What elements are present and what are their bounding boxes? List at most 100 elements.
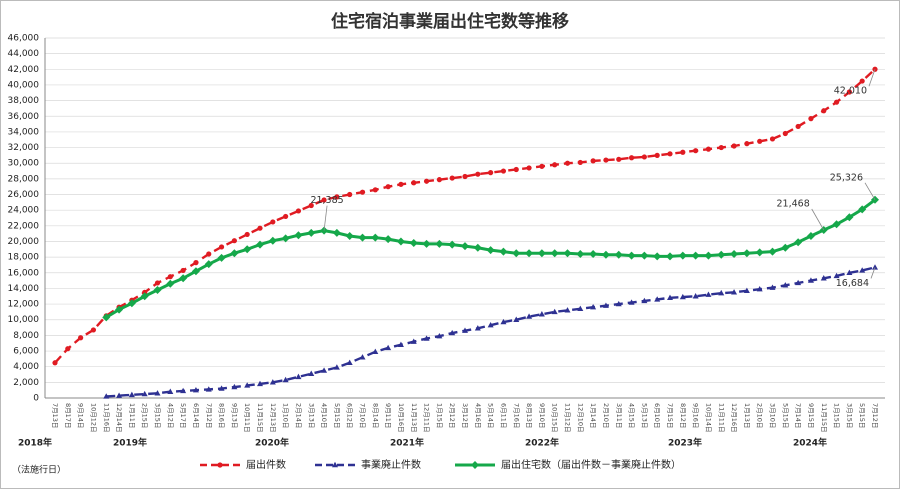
point bbox=[180, 267, 186, 274]
point bbox=[833, 99, 840, 105]
point bbox=[52, 360, 58, 366]
point bbox=[730, 250, 739, 258]
point bbox=[410, 338, 417, 344]
point bbox=[398, 181, 404, 187]
x-tick-label: 7月15日 bbox=[666, 403, 674, 428]
point bbox=[806, 232, 815, 240]
y-tick-label: 16,000 bbox=[8, 268, 40, 278]
x-tick-label: 8月13日 bbox=[525, 403, 533, 428]
point bbox=[359, 354, 366, 360]
point bbox=[475, 171, 481, 177]
point bbox=[526, 313, 533, 319]
annotation-leader bbox=[811, 208, 825, 231]
x-tick-label: 7月12日 bbox=[871, 403, 879, 428]
point bbox=[435, 239, 444, 248]
point bbox=[268, 236, 277, 245]
x-tick-label: 3月15日 bbox=[845, 403, 853, 428]
legend-label: 事業廃止件数 bbox=[361, 458, 421, 471]
point bbox=[614, 250, 623, 259]
y-tick-label: 40,000 bbox=[8, 80, 40, 90]
x-tick-label: 7月14日 bbox=[794, 403, 802, 428]
x-tick-label: 1月14日 bbox=[589, 403, 597, 428]
y-tick-label: 6,000 bbox=[13, 347, 39, 357]
x-tick-label: 9月13日 bbox=[230, 403, 238, 428]
x-tick-label: 7月16日 bbox=[512, 403, 520, 428]
x-tick-label: 3月11日 bbox=[615, 403, 623, 428]
x-tick-label: 2月14日 bbox=[294, 403, 302, 428]
point bbox=[628, 299, 635, 305]
x-tick-label: 3月15日 bbox=[154, 403, 162, 428]
x-tick-label: 5月13日 bbox=[640, 403, 648, 428]
point bbox=[231, 383, 238, 390]
point bbox=[525, 249, 534, 258]
point bbox=[78, 335, 84, 341]
point bbox=[127, 299, 136, 308]
point bbox=[308, 202, 314, 209]
point bbox=[499, 247, 508, 256]
point bbox=[193, 260, 199, 266]
point bbox=[115, 305, 124, 314]
year-label: 2019年 bbox=[113, 437, 147, 449]
point bbox=[640, 251, 649, 260]
point bbox=[667, 294, 673, 301]
point bbox=[590, 304, 597, 310]
point bbox=[411, 180, 417, 186]
point bbox=[192, 386, 199, 393]
point bbox=[821, 108, 827, 114]
point bbox=[436, 177, 442, 183]
chart-title: 住宅宿泊事業届出住宅数等推移 bbox=[331, 11, 569, 32]
point bbox=[513, 316, 520, 322]
point bbox=[693, 148, 699, 154]
y-tick-label: 10,000 bbox=[8, 315, 40, 325]
point bbox=[845, 213, 854, 222]
point bbox=[471, 461, 479, 469]
point bbox=[846, 269, 853, 275]
point bbox=[795, 279, 802, 286]
point bbox=[601, 250, 610, 259]
note: （法施行日） bbox=[12, 464, 66, 476]
point bbox=[487, 322, 494, 328]
point bbox=[384, 235, 393, 244]
point bbox=[564, 160, 571, 166]
point bbox=[409, 239, 418, 248]
point bbox=[230, 249, 239, 258]
point bbox=[103, 393, 110, 399]
point bbox=[872, 264, 878, 270]
x-tick-label: 4月15日 bbox=[628, 403, 636, 428]
year-label: 2023年 bbox=[668, 437, 702, 449]
point bbox=[231, 238, 237, 244]
point bbox=[808, 116, 814, 122]
x-tick-label: 4月10日 bbox=[320, 403, 328, 428]
point bbox=[257, 225, 263, 231]
point bbox=[256, 240, 264, 249]
x-tick-label: 10月12日 bbox=[89, 403, 97, 433]
point bbox=[782, 282, 789, 288]
point bbox=[167, 388, 174, 394]
point bbox=[500, 168, 507, 174]
x-tick-label: 2月15日 bbox=[141, 403, 149, 428]
point bbox=[602, 302, 609, 308]
point bbox=[667, 151, 673, 157]
point bbox=[90, 327, 97, 333]
point bbox=[603, 157, 609, 163]
point bbox=[294, 231, 303, 240]
x-tick-label: 2月12日 bbox=[448, 403, 456, 428]
x-tick-label: 8月14日 bbox=[371, 403, 379, 428]
point bbox=[244, 231, 250, 238]
point bbox=[180, 387, 187, 394]
point bbox=[756, 286, 763, 292]
x-tick-label: 9月16日 bbox=[692, 403, 700, 428]
point bbox=[321, 367, 328, 373]
point bbox=[295, 208, 302, 214]
annotation: 21,385 bbox=[310, 195, 343, 206]
year-label: 2022年 bbox=[525, 437, 559, 449]
y-tick-label: 2,000 bbox=[13, 378, 39, 388]
point bbox=[473, 243, 482, 252]
point bbox=[243, 245, 252, 254]
x-tick-label: 12月14日 bbox=[115, 403, 123, 433]
point bbox=[217, 253, 226, 262]
point bbox=[742, 249, 751, 258]
point bbox=[385, 344, 392, 351]
x-tick-label: 6月10日 bbox=[653, 403, 661, 428]
